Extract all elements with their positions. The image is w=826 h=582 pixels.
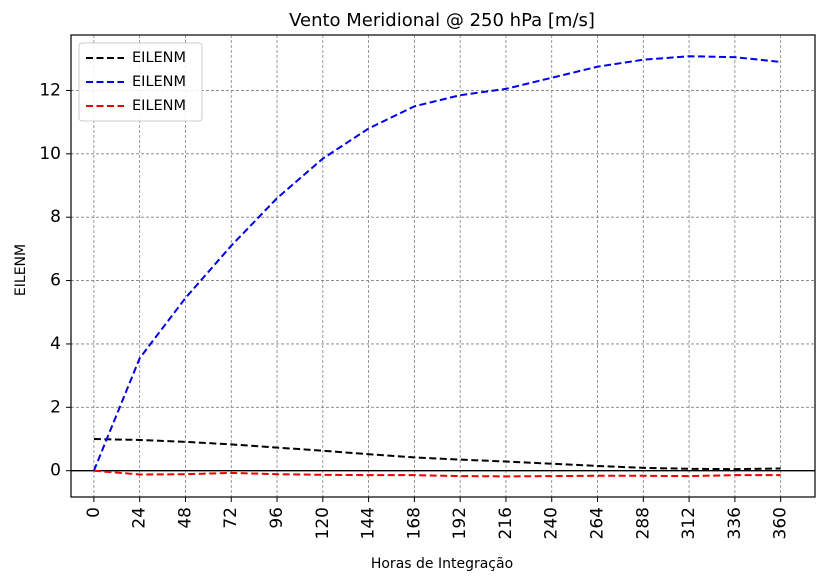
x-tick-label: 336	[725, 507, 745, 539]
legend-box	[78, 42, 203, 122]
y-tick-label: 10	[39, 144, 61, 164]
legend: EILENM EILENM EILENM	[78, 42, 203, 122]
x-tick-label: 0	[84, 507, 104, 518]
y-axis-ticks: 0 2 4 6 8 10 12	[39, 80, 71, 481]
y-tick-label: 0	[50, 461, 61, 481]
x-axis-label: Horas de Integração	[371, 556, 513, 572]
chart-title: Vento Meridional @ 250 hPa [m/s]	[289, 10, 595, 31]
y-tick-label: 8	[50, 207, 61, 227]
x-tick-label: 312	[679, 507, 699, 539]
series-line-3	[93, 469, 781, 478]
y-tick-label: 4	[50, 334, 61, 354]
plot-area-frame	[70, 34, 816, 498]
y-tick-label: 12	[39, 80, 61, 100]
x-tick-label: 264	[588, 507, 608, 539]
x-tick-label: 192	[450, 507, 470, 539]
x-tick-label: 168	[404, 507, 424, 539]
x-tick-label: 48	[175, 507, 195, 529]
y-tick-label: 6	[50, 271, 61, 291]
x-tick-label: 144	[359, 507, 379, 539]
y-tick-label: 2	[50, 397, 61, 417]
x-tick-label: 360	[771, 507, 791, 539]
x-tick-label: 288	[633, 507, 653, 539]
x-tick-label: 72	[221, 507, 241, 529]
legend-label: EILENM	[132, 50, 186, 66]
y-axis-label: EILENM	[13, 244, 29, 296]
x-tick-label: 96	[267, 507, 287, 529]
legend-label: EILENM	[132, 98, 186, 114]
x-tick-label: 216	[496, 507, 516, 539]
legend-label: EILENM	[132, 74, 186, 90]
x-tick-label: 240	[542, 507, 562, 539]
x-tick-label: 120	[313, 507, 333, 539]
x-tick-label: 24	[130, 507, 150, 529]
series-line-2	[92, 55, 781, 472]
series-line-1	[93, 438, 781, 471]
series-lines	[92, 55, 781, 478]
x-axis-ticks: 0 24 48 72 96 120 144 168 192 216 240 264 288 312 336 3…	[84, 497, 791, 539]
